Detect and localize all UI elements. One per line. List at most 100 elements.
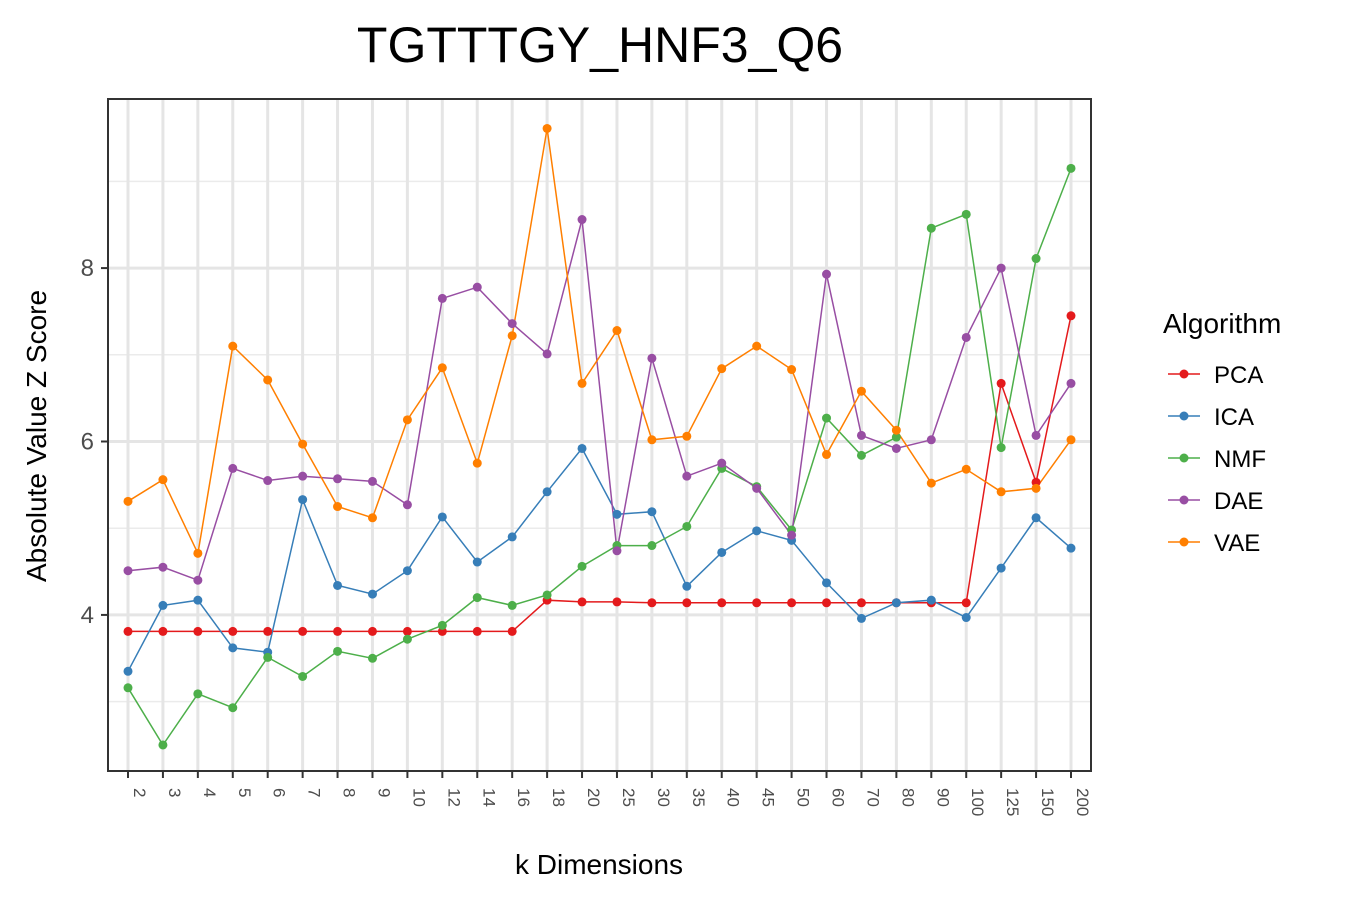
data-point-nmf	[472, 593, 482, 603]
x-tick-label: 10	[409, 788, 428, 807]
x-axis: 2 3 4 5 6 7 8 9 10 12 14 16 18 20 25 30 35 40 45 50 60 70 80 90…	[127, 771, 1092, 816]
data-point-ica	[822, 578, 832, 588]
data-point-ica	[367, 589, 377, 599]
data-point-pca	[961, 598, 971, 608]
data-point-dae	[158, 562, 168, 572]
x-tick-label: 20	[584, 788, 603, 807]
data-point-vae	[717, 364, 727, 374]
data-point-vae	[822, 450, 832, 460]
series-line-pca	[128, 315, 1072, 633]
data-point-vae	[123, 496, 133, 506]
data-point-dae	[1066, 378, 1076, 388]
data-point-vae	[507, 331, 517, 341]
data-point-vae	[752, 341, 762, 351]
data-point-dae	[891, 443, 901, 453]
data-point-vae	[961, 464, 971, 474]
x-tick-label: 8	[340, 788, 359, 797]
data-point-pca	[193, 626, 203, 636]
legend-item-nmf: NMF	[1168, 446, 1266, 473]
x-tick-label: 18	[549, 788, 568, 807]
data-point-vae	[472, 458, 482, 468]
data-point-dae	[333, 474, 343, 484]
data-point-dae	[577, 215, 587, 225]
data-point-ica	[612, 509, 622, 519]
x-tick-label: 80	[898, 788, 917, 807]
legend-items: PCA ICA NMF DAE VAE	[1168, 362, 1266, 557]
data-point-dae	[367, 476, 377, 486]
data-point-dae	[682, 471, 692, 481]
data-point-nmf	[1066, 163, 1076, 173]
data-point-pca	[263, 626, 273, 636]
data-point-ica	[926, 595, 936, 605]
data-point-ica	[402, 566, 412, 576]
data-point-vae	[542, 123, 552, 133]
data-point-vae	[856, 386, 866, 396]
series-points	[123, 123, 1076, 750]
data-point-ica	[1066, 543, 1076, 553]
data-point-ica	[193, 595, 203, 605]
x-tick-label: 200	[1073, 788, 1092, 816]
data-point-pca	[367, 626, 377, 636]
y-axis: 4 6 8	[81, 255, 108, 629]
data-point-nmf	[1031, 254, 1041, 264]
x-tick-label: 90	[933, 788, 952, 807]
data-point-pca	[1066, 311, 1076, 321]
data-point-ica	[682, 581, 692, 591]
data-point-dae	[752, 483, 762, 493]
data-point-dae	[263, 476, 273, 486]
data-point-vae	[612, 326, 622, 336]
data-point-nmf	[996, 443, 1006, 453]
x-tick-label: 40	[724, 788, 743, 807]
data-point-dae	[717, 458, 727, 468]
data-point-ica	[123, 666, 133, 676]
series-line-dae	[127, 219, 1072, 582]
series-line-vae	[127, 128, 1072, 556]
data-point-vae	[891, 425, 901, 435]
data-point-pca	[123, 626, 133, 636]
x-tick-label: 100	[968, 788, 987, 816]
y-tick-label: 8	[81, 255, 94, 282]
data-point-ica	[298, 495, 308, 505]
x-tick-label: 9	[374, 788, 393, 797]
data-point-pca	[996, 378, 1006, 388]
data-point-pca	[298, 626, 308, 636]
data-point-pca	[822, 598, 832, 608]
data-point-vae	[193, 548, 203, 558]
data-point-ica	[158, 600, 168, 610]
data-point-vae	[367, 513, 377, 523]
data-point-dae	[402, 500, 412, 510]
x-tick-label: 30	[654, 788, 673, 807]
data-point-vae	[577, 378, 587, 388]
data-point-dae	[612, 546, 622, 556]
data-point-ica	[472, 557, 482, 567]
data-point-pca	[647, 598, 657, 608]
data-point-vae	[263, 375, 273, 385]
data-point-vae	[682, 431, 692, 441]
data-point-ica	[542, 487, 552, 497]
data-point-pca	[787, 598, 797, 608]
legend-label: NMF	[1214, 446, 1266, 473]
x-tick-label: 4	[200, 788, 219, 797]
data-point-pca	[856, 598, 866, 608]
x-tick-label: 125	[1003, 788, 1022, 816]
data-point-nmf	[682, 521, 692, 531]
data-point-vae	[228, 341, 238, 351]
data-point-dae	[542, 349, 552, 359]
data-point-vae	[926, 478, 936, 488]
data-point-dae	[787, 530, 797, 540]
data-point-dae	[123, 566, 133, 576]
data-point-pca	[577, 597, 587, 607]
data-point-ica	[228, 643, 238, 653]
data-point-pca	[752, 598, 762, 608]
data-point-dae	[961, 332, 971, 342]
y-tick-label: 6	[81, 429, 94, 456]
data-point-ica	[891, 598, 901, 608]
data-point-vae	[1031, 483, 1041, 493]
x-tick-label: 60	[829, 788, 848, 807]
data-point-dae	[193, 575, 203, 585]
data-point-nmf	[333, 646, 343, 656]
legend-label: DAE	[1214, 488, 1263, 515]
data-point-pca	[612, 597, 622, 607]
legend-item-dae: DAE	[1168, 488, 1263, 515]
